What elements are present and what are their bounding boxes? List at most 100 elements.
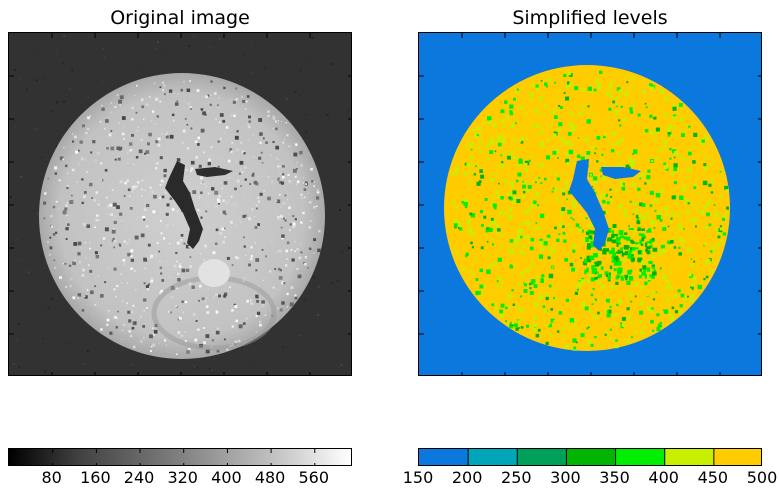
level-speckle <box>606 310 610 313</box>
level-speckle <box>687 125 691 129</box>
level-speckle <box>533 322 538 327</box>
level-speckle <box>647 276 652 281</box>
level-speckle <box>693 192 695 195</box>
level-speckle <box>682 189 685 192</box>
level-speckle <box>637 187 641 192</box>
level-speckle <box>649 190 654 195</box>
level-speckle <box>603 164 606 167</box>
level-speckle <box>538 226 542 230</box>
level-speckle <box>501 281 504 284</box>
level-speckle <box>508 215 513 220</box>
level-speckle <box>620 184 624 188</box>
level-speckle <box>611 143 615 147</box>
level-speckle <box>548 323 552 328</box>
level-speckle <box>519 140 522 143</box>
level-speckle <box>667 225 670 228</box>
level-speckle <box>648 156 650 159</box>
level-speckle <box>517 172 522 177</box>
level-speckle <box>678 215 681 218</box>
level-speckle <box>530 155 534 158</box>
level-speckle <box>534 192 540 197</box>
level-speckle <box>540 132 543 135</box>
level-speckle <box>636 220 641 225</box>
level-speckle <box>588 231 593 235</box>
level-speckle <box>495 171 499 175</box>
level-speckle <box>689 201 693 204</box>
level-speckle <box>604 271 609 275</box>
level-speckle <box>666 212 670 216</box>
level-speckle <box>586 267 589 273</box>
level-speckle <box>592 278 595 282</box>
level-speckle <box>615 339 618 342</box>
level-speckle <box>681 185 686 190</box>
level-speckle <box>631 336 633 339</box>
level-speckle <box>590 293 594 297</box>
level-speckle <box>574 269 577 273</box>
level-speckle <box>569 112 573 116</box>
level-speckle <box>684 198 690 203</box>
level-speckle <box>565 186 569 189</box>
level-speckle <box>666 128 671 133</box>
level-speckle <box>710 191 714 194</box>
level-speckle <box>721 217 725 221</box>
level-speckle <box>629 200 632 203</box>
level-speckle <box>553 108 557 113</box>
level-speckle <box>461 267 466 271</box>
level-speckle <box>653 90 656 93</box>
level-speckle <box>584 154 588 158</box>
level-speckle <box>543 309 548 313</box>
level-speckle <box>558 323 561 326</box>
level-speckle <box>468 142 474 147</box>
level-speckle <box>586 247 590 250</box>
level-speckle <box>671 236 675 240</box>
level-speckle <box>680 293 685 298</box>
level-speckle <box>632 153 634 156</box>
level-speckle <box>541 128 544 132</box>
level-speckle <box>528 282 532 286</box>
level-speckle <box>523 210 528 214</box>
level-speckle <box>630 239 634 243</box>
level-speckle <box>531 279 536 284</box>
level-speckle <box>641 233 645 239</box>
level-speckle <box>494 262 498 266</box>
level-speckle <box>496 194 501 198</box>
level-speckle <box>662 226 667 231</box>
level-speckle <box>624 91 629 96</box>
level-speckle <box>638 233 643 236</box>
level-speckle <box>646 267 651 272</box>
level-speckle <box>501 207 504 210</box>
level-speckle <box>597 86 601 90</box>
level-speckle <box>459 227 463 231</box>
level-speckle <box>620 96 623 99</box>
level-speckle <box>464 144 468 148</box>
level-speckle <box>537 275 540 278</box>
level-speckle <box>522 184 526 189</box>
level-speckle <box>586 151 591 155</box>
level-speckle <box>488 227 493 232</box>
level-speckle <box>572 205 576 209</box>
level-speckle <box>579 106 583 110</box>
level-speckle <box>587 229 592 234</box>
level-speckle <box>652 247 658 252</box>
level-speckle <box>494 301 497 305</box>
level-speckle <box>616 87 621 91</box>
level-speckle <box>509 111 514 116</box>
level-speckle <box>528 241 531 244</box>
level-speckle <box>514 122 517 125</box>
level-speckle <box>497 142 502 147</box>
level-speckle <box>569 82 574 87</box>
level-speckle <box>689 288 692 291</box>
level-speckle <box>610 131 613 134</box>
level-speckle <box>683 227 685 230</box>
level-speckle <box>516 199 521 204</box>
level-speckle <box>558 311 563 315</box>
level-speckle <box>607 141 610 144</box>
level-speckle <box>679 222 682 226</box>
level-speckle <box>691 204 695 208</box>
level-speckle <box>526 211 529 214</box>
level-speckle <box>492 123 497 128</box>
level-speckle <box>573 323 577 327</box>
level-speckle <box>616 270 622 275</box>
level-speckle <box>539 141 544 147</box>
level-speckle <box>637 228 641 231</box>
